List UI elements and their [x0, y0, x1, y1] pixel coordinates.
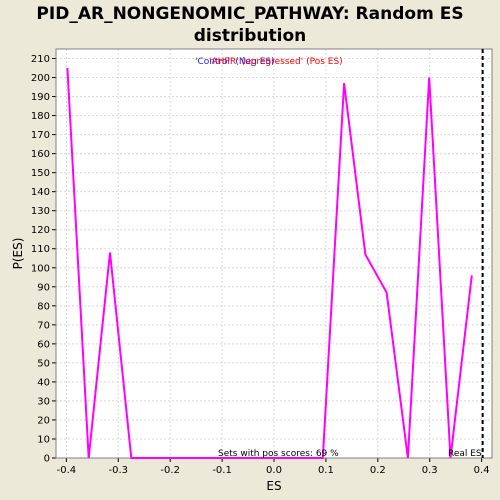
y-tick-label: 120 [31, 225, 50, 236]
y-tick-label: 80 [37, 301, 50, 312]
y-tick-label: 0 [44, 454, 50, 465]
y-tick-label: 50 [37, 358, 50, 369]
x-tick-label: 0.4 [474, 465, 490, 476]
y-tick-label: 150 [31, 168, 50, 179]
x-tick-label: -0.3 [109, 465, 129, 476]
x-tick-label: -0.2 [160, 465, 180, 476]
x-axis-label: ES [266, 479, 281, 493]
y-tick-label: 90 [37, 282, 50, 293]
x-tick-label: -0.1 [212, 465, 232, 476]
legend-pos: 'AHPR' (upregressed' (Pos ES) [209, 57, 343, 67]
y-tick-label: 100 [31, 263, 50, 274]
y-tick-label: 140 [31, 187, 50, 198]
y-tick-label: 170 [31, 130, 50, 141]
chart-title: PID_AR_NONGENOMIC_PATHWAY: Random ES dis… [0, 3, 500, 47]
x-tick-label: 0.0 [266, 465, 282, 476]
legend-neg: 'Control' (Neg ES) [195, 57, 275, 67]
real-es-label: Real ES [448, 449, 482, 459]
y-tick-label: 110 [31, 244, 50, 255]
x-tick-label: 0.1 [318, 465, 334, 476]
series-layer [66, 67, 473, 459]
y-tick-label: 70 [37, 320, 50, 331]
y-tick-label: 10 [37, 434, 50, 445]
grid-layer [56, 49, 492, 459]
y-tick-label: 160 [31, 149, 50, 160]
y-axis-label: P(ES) [11, 238, 25, 270]
y-tick-label: 20 [37, 415, 50, 426]
x-tick-label: 0.3 [422, 465, 438, 476]
x-tick-label: -0.4 [57, 465, 77, 476]
y-tick-label: 60 [37, 339, 50, 350]
chart-title-line-1: PID_AR_NONGENOMIC_PATHWAY: Random ES [36, 4, 464, 24]
y-tick-label: 180 [31, 111, 50, 122]
y-tick-label: 30 [37, 396, 50, 407]
x-tick-label: 0.2 [370, 465, 386, 476]
chart-title-line-2: distribution [193, 26, 307, 46]
y-tick-label: 200 [31, 73, 50, 84]
series-line [66, 67, 473, 459]
y-tick-label: 40 [37, 377, 50, 388]
pos-scores-annotation: Sets with pos scores: 69 % [218, 449, 339, 459]
y-tick-label: 210 [31, 54, 50, 65]
y-tick-label: 130 [31, 206, 50, 217]
y-tick-label: 190 [31, 92, 50, 103]
